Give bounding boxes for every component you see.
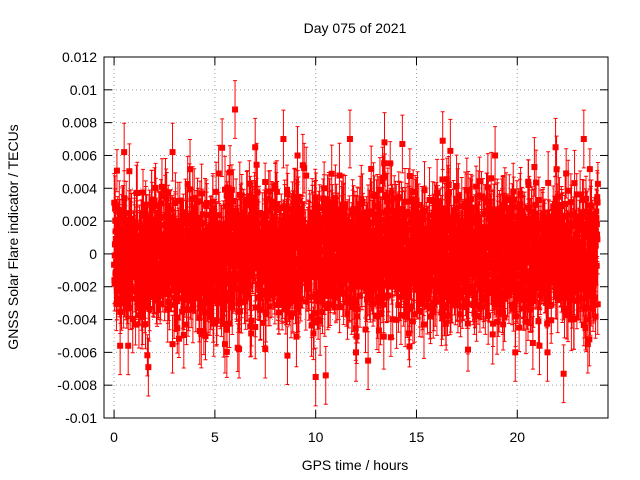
plot-area-frame: [103, 56, 609, 419]
x-tick-label: 20: [509, 429, 525, 445]
data-point-markers: [111, 106, 601, 380]
x-tick-label: 10: [308, 429, 324, 445]
y-tick-label: -0.006: [57, 344, 97, 360]
y-tick-label: 0.002: [62, 213, 97, 229]
data-series: [111, 80, 601, 407]
y-tick-label: 0.008: [62, 115, 97, 131]
axis-ticks: [104, 56, 608, 419]
x-tick-label: 5: [211, 429, 219, 445]
y-tick-label: -0.004: [57, 312, 97, 328]
y-tick-label: 0.006: [62, 147, 97, 163]
y-axis-tick-labels: -0.01 -0.008 -0.006 -0.004 -0.002 0 0.002 0.004…: [57, 49, 97, 426]
y-tick-label: 0.01: [70, 82, 97, 98]
x-tick-label: 0: [110, 429, 118, 445]
y-tick-label: 0: [89, 246, 97, 262]
y-tick-label: -0.01: [65, 410, 97, 426]
y-axis-title: GNSS Solar Flare indicator / TECUs: [5, 124, 21, 349]
chart-title: Day 075 of 2021: [304, 20, 407, 36]
y-tick-label: -0.008: [57, 377, 97, 393]
y-tick-label: -0.002: [57, 279, 97, 295]
y-tick-label: 0.004: [62, 180, 97, 196]
x-tick-label: 15: [409, 429, 425, 445]
x-axis-tick-labels: 0 5 10 15 20: [110, 429, 525, 445]
y-tick-label: 0.012: [62, 49, 97, 65]
x-axis-title: GPS time / hours: [302, 457, 409, 473]
